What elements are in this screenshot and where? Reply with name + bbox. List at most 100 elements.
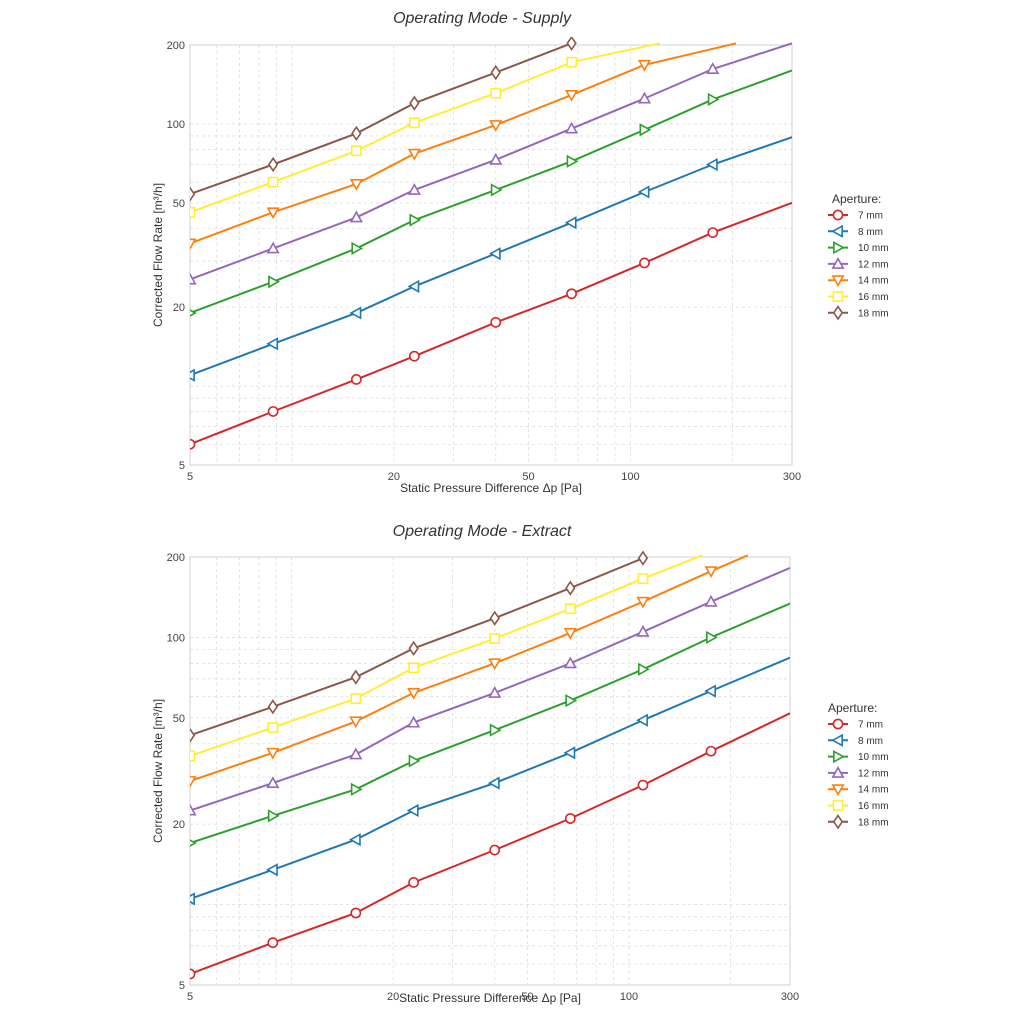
- series-12mm: [190, 42, 792, 285]
- data-point: [488, 658, 502, 671]
- data-point: [406, 803, 419, 818]
- data-point: [349, 716, 363, 729]
- data-point: [267, 937, 279, 949]
- data-point: [705, 745, 717, 757]
- data-point: [268, 275, 280, 289]
- legend-item: 16 mm: [828, 291, 889, 303]
- data-point: [566, 56, 577, 68]
- y-tick-label: 50: [173, 713, 185, 725]
- supply-chart: Operating Mode - Supply 5 20 50 100 300 5205…: [151, 10, 889, 495]
- legend-item: 12 mm: [828, 257, 889, 270]
- data-point: [488, 247, 501, 261]
- y-tick-labels: 5 20 50 100 200: [167, 40, 185, 472]
- y-tick-label: 5: [179, 980, 185, 992]
- data-point: [190, 968, 196, 980]
- data-point: [637, 59, 652, 72]
- legend-marker: [833, 241, 845, 255]
- y-tick-label: 100: [167, 632, 185, 644]
- data-point: [490, 87, 502, 99]
- data-point: [637, 91, 652, 104]
- data-point: [704, 566, 718, 579]
- data-point: [704, 684, 716, 698]
- x-tick-label: 50: [522, 471, 534, 483]
- x-tick-label: 20: [387, 991, 399, 1003]
- legend-marker: [832, 305, 844, 321]
- data-point: [265, 863, 278, 877]
- legend-label: 18 mm: [858, 308, 889, 319]
- data-point: [704, 594, 718, 607]
- data-point: [408, 350, 420, 362]
- legend-marker: [831, 275, 845, 288]
- data-point: [190, 892, 195, 906]
- data-point: [638, 662, 650, 676]
- legend-marker: [832, 291, 844, 302]
- x-tick-label: 100: [620, 991, 638, 1003]
- series-7mm: [190, 712, 790, 980]
- x-tick-labels: 5 20 50 100 300: [187, 471, 801, 483]
- legend-item: 12 mm: [828, 766, 889, 779]
- legend: Aperture: 7 mm 8 mm 10 mm 12 mm 14 mm 16 mm 18…: [828, 192, 889, 321]
- data-point: [408, 754, 421, 768]
- series-8mm: [190, 656, 790, 906]
- data-point: [267, 722, 279, 733]
- x-axis-label: Static Pressure Difference Δp [Pa]: [399, 991, 581, 1005]
- legend-item: 10 mm: [828, 241, 889, 255]
- data-point: [350, 693, 362, 705]
- y-axis-label: Corrected Flow Rate [m³/h]: [151, 699, 165, 843]
- data-point: [487, 776, 500, 790]
- legend-label: 12 mm: [858, 259, 889, 270]
- data-point: [636, 596, 650, 609]
- series-line: [190, 136, 792, 377]
- legend-label: 14 mm: [858, 276, 889, 287]
- legend-item: 7 mm: [828, 209, 883, 222]
- data-point: [190, 438, 196, 450]
- data-point: [489, 844, 501, 856]
- data-point: [489, 152, 503, 165]
- legend-marker: [831, 224, 843, 238]
- series-line: [190, 42, 737, 245]
- data-point: [407, 687, 421, 700]
- data-point: [267, 699, 279, 715]
- data-point: [707, 92, 720, 106]
- series-16mm: [190, 554, 703, 762]
- data-point: [490, 183, 503, 197]
- data-point: [190, 803, 197, 816]
- legend: Aperture: 7 mm 8 mm 10 mm 12 mm 14 mm 16 mm 18…: [828, 701, 889, 830]
- legend-title: Aperture:: [832, 192, 881, 206]
- data-point: [408, 662, 420, 674]
- data-point: [190, 309, 197, 317]
- data-point: [563, 746, 576, 760]
- data-point: [348, 833, 361, 847]
- y-tick-label: 50: [173, 198, 185, 210]
- y-tick-label: 100: [167, 119, 185, 131]
- series-10mm: [190, 69, 792, 317]
- data-point: [489, 610, 500, 626]
- x-tick-label: 5: [187, 991, 193, 1003]
- series-line: [190, 712, 790, 975]
- plot-area: [189, 556, 791, 986]
- series-line: [190, 566, 790, 812]
- legend-marker: [832, 209, 844, 221]
- data-point: [190, 272, 197, 285]
- legend-item: 10 mm: [828, 750, 889, 764]
- data-point: [563, 627, 577, 640]
- x-tick-label: 50: [521, 991, 533, 1003]
- series: [190, 37, 792, 450]
- y-tick-label: 200: [167, 40, 185, 52]
- data-point: [407, 279, 420, 293]
- data-point: [565, 89, 579, 102]
- data-point: [407, 148, 421, 161]
- legend-marker: [831, 766, 845, 778]
- series-line: [190, 554, 703, 757]
- legend-item: 16 mm: [828, 800, 889, 812]
- data-point: [190, 839, 197, 847]
- y-axis-label: Corrected Flow Rate [m³/h]: [151, 183, 165, 327]
- data-point: [705, 157, 718, 172]
- data-point: [706, 630, 718, 644]
- data-point: [409, 95, 420, 111]
- legend-label: 16 mm: [858, 801, 889, 812]
- legend-marker: [832, 718, 844, 730]
- series-10mm: [190, 602, 790, 847]
- data-point: [350, 907, 362, 919]
- data-point: [266, 776, 280, 789]
